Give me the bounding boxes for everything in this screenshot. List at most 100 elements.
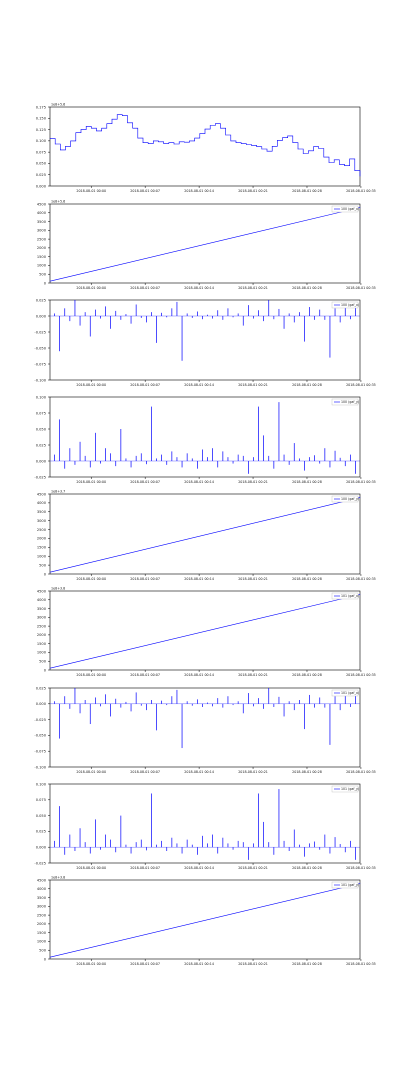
y-tick-label: 0.050 xyxy=(36,162,47,166)
y-tick-label: 0.150 xyxy=(36,117,47,121)
bar xyxy=(232,703,234,706)
bar xyxy=(54,313,55,316)
bar xyxy=(191,844,193,848)
bar xyxy=(125,458,127,461)
bar xyxy=(197,311,198,316)
bar xyxy=(339,703,341,711)
y-tick-label: 1000 xyxy=(37,940,47,944)
data-point xyxy=(230,140,232,142)
y-tick-label: 4500 xyxy=(37,878,47,882)
bar xyxy=(263,821,264,848)
bar xyxy=(105,306,106,316)
bar xyxy=(253,316,254,319)
bar xyxy=(355,847,356,860)
bar xyxy=(135,692,137,704)
chart-panel-5: 0 500 1000 1500 2000 2500 3000 3500 4000 4500 2018… xyxy=(37,490,376,582)
bar xyxy=(89,461,91,468)
bar xyxy=(344,461,346,467)
chart-panel-4: -0.025 0.000 0.025 0.050 0.075 0.100 2018-08-0… xyxy=(34,395,375,484)
data-point xyxy=(271,146,273,147)
y-tick-label: -0.050 xyxy=(34,346,46,350)
x-tick-label: 2018-08-01 00:35 xyxy=(346,962,376,966)
bar xyxy=(79,441,81,461)
bar xyxy=(84,700,86,704)
x-tick-label: 2018-08-01 00:28 xyxy=(292,962,322,966)
bar xyxy=(350,703,351,707)
plot-frame xyxy=(49,783,361,864)
legend-box xyxy=(331,881,359,889)
offset-text: 1e8+3.8 xyxy=(51,876,65,880)
y-tick-label: 2500 xyxy=(37,624,47,628)
bar xyxy=(293,443,295,461)
bar xyxy=(166,461,168,465)
bar xyxy=(64,308,66,316)
y-tick-label: 1500 xyxy=(37,546,47,550)
bar xyxy=(105,694,106,704)
bar xyxy=(355,461,356,474)
y-tick-label: 3500 xyxy=(37,896,47,900)
x-tick-label: 2018-08-01 00:00 xyxy=(76,189,106,193)
offset-text: 1e8+3.8 xyxy=(51,587,65,591)
plot-frame xyxy=(49,299,361,381)
y-tick-label: -0.025 xyxy=(34,861,46,865)
x-tick-label: 2018-08-01 00:35 xyxy=(346,480,376,484)
bar xyxy=(125,844,127,848)
bar xyxy=(350,840,351,848)
bar xyxy=(176,301,178,316)
y-tick-label: 4000 xyxy=(37,501,47,505)
data-point xyxy=(359,175,361,177)
bar xyxy=(248,461,249,474)
x-tick-label: 2018-08-01 00:21 xyxy=(238,286,268,290)
bar xyxy=(355,306,356,316)
legend-box xyxy=(331,398,359,406)
bar xyxy=(268,300,270,316)
data-point xyxy=(122,115,123,116)
bar xyxy=(156,458,157,461)
bar xyxy=(59,806,60,848)
bar xyxy=(232,847,234,850)
data-point xyxy=(111,118,113,120)
y-tick-label: -0.075 xyxy=(34,750,46,754)
bar xyxy=(329,461,331,468)
bar xyxy=(222,837,224,848)
x-tick-label: 2018-08-01 00:28 xyxy=(292,673,322,677)
x-tick-label: 2018-08-01 00:21 xyxy=(238,962,268,966)
bar xyxy=(156,703,157,731)
bar xyxy=(156,844,157,848)
data-point xyxy=(266,150,268,152)
y-tick-label: -0.025 xyxy=(34,718,46,722)
bar xyxy=(181,847,183,854)
data-point xyxy=(142,142,144,143)
bar xyxy=(191,703,193,706)
bar xyxy=(146,461,147,465)
bar xyxy=(227,843,229,848)
y-tick-label: 0 xyxy=(44,668,47,672)
x-tick-label: 2018-08-01 00:00 xyxy=(76,383,106,387)
x-tick-label: 2018-08-01 00:14 xyxy=(184,189,214,193)
bar xyxy=(95,432,96,461)
legend-box xyxy=(331,785,359,793)
x-tick-label: 2018-08-01 00:00 xyxy=(76,577,106,581)
data-point xyxy=(246,144,247,145)
plot-frame xyxy=(49,396,361,478)
bar xyxy=(283,840,285,848)
bar xyxy=(217,461,219,468)
bar xyxy=(186,839,188,848)
series-line xyxy=(49,883,361,958)
y-tick-label: 3000 xyxy=(37,616,47,620)
data-point xyxy=(153,140,154,142)
bar xyxy=(304,461,305,471)
bar xyxy=(95,309,96,316)
bar xyxy=(227,308,229,316)
y-tick-label: 3000 xyxy=(37,229,47,233)
bar xyxy=(329,316,331,358)
legend-label: 101 (gaf_x) xyxy=(341,691,359,695)
data-point xyxy=(116,114,118,115)
bar xyxy=(263,435,264,461)
bar xyxy=(278,696,280,704)
bar xyxy=(293,829,295,848)
chart-panel-8: -0.025 0.000 0.025 0.050 0.075 0.100 2018-08-0… xyxy=(34,782,375,870)
bar xyxy=(79,703,81,714)
bar xyxy=(151,312,152,316)
bar xyxy=(227,457,229,461)
